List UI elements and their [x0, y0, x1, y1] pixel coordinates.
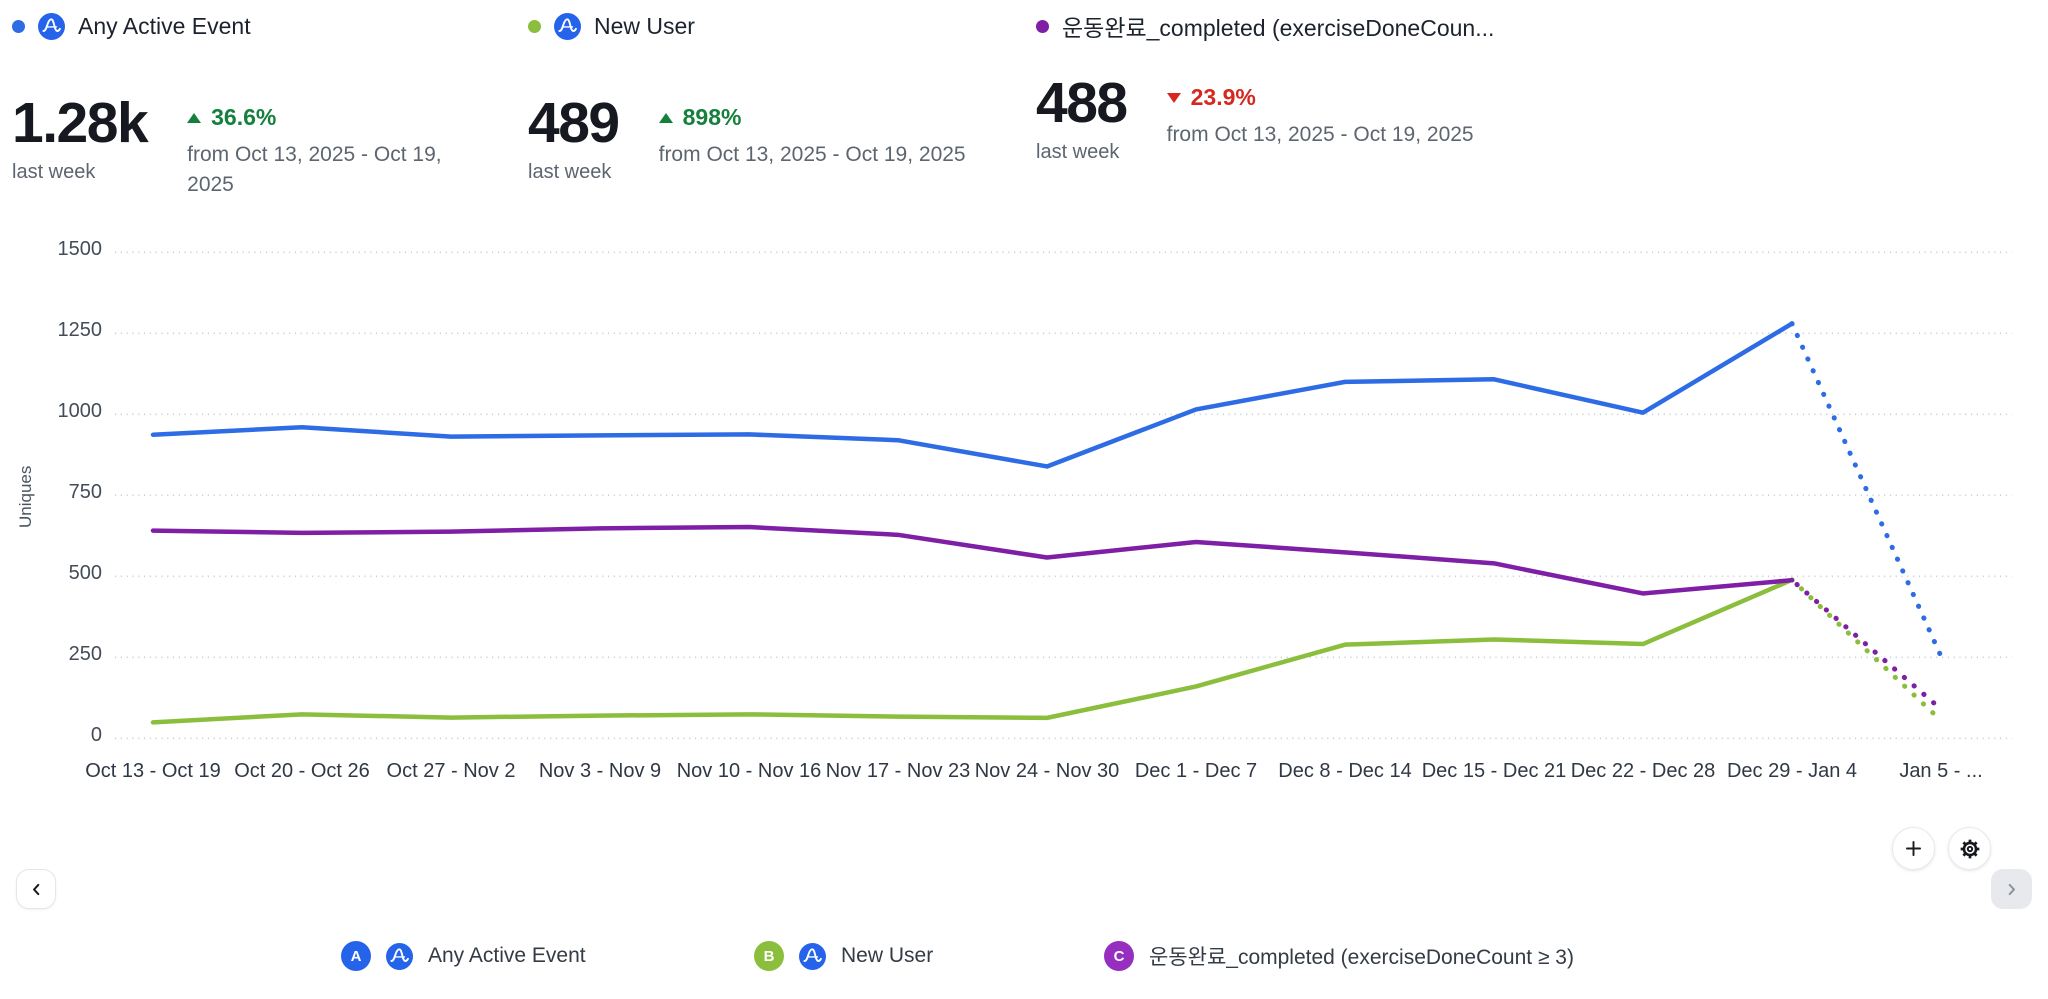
metric-header[interactable]: New User: [528, 8, 966, 44]
series-line-B[interactable]: [150, 577, 1795, 725]
metric-label: New User: [594, 12, 695, 39]
y-axis-tick: 1000: [57, 400, 103, 423]
amplitude-event-icon: [554, 12, 581, 40]
amplitude-event-icon: [38, 12, 65, 40]
metric-caption: last week: [1036, 140, 1120, 163]
metric-value: 488: [1036, 71, 1128, 135]
series-partial-segment-C[interactable]: [1789, 577, 1944, 712]
legend-item-any-active-event[interactable]: A Any Active Event: [341, 941, 586, 971]
series-badge: A: [341, 941, 371, 971]
series-color-dot: [528, 19, 541, 33]
metric-delta: 36.6%: [187, 104, 449, 131]
x-axis-label: Nov 10 - Nov 16: [676, 760, 822, 782]
delta-value: 898%: [682, 104, 742, 130]
y-axis-tick: 0: [90, 724, 102, 747]
x-axis-label: Jan 5 - ...: [1899, 760, 1983, 782]
x-axis-label: Nov 17 - Nov 23: [825, 760, 971, 782]
legend-label: 운동완료_completed (exerciseDoneCount ≥ 3): [1149, 946, 1574, 969]
legend-item-new-user[interactable]: B New User: [754, 941, 933, 971]
metric-new-user: New User 489 last week 898% from Oct 13,…: [528, 8, 966, 184]
series-partial-segment-B[interactable]: [1789, 577, 1944, 723]
x-axis-label: Oct 20 - Oct 26: [234, 760, 370, 782]
legend-item-exercise-completed[interactable]: C 운동완료_completed (exerciseDoneCount ≥ 3): [1104, 941, 1574, 971]
delta-value: 36.6%: [211, 104, 277, 130]
x-axis-label: Dec 29 - Jan 4: [1726, 760, 1858, 782]
metric-header[interactable]: Any Active Event: [12, 8, 449, 44]
legend-label: Any Active Event: [428, 944, 586, 967]
series-badge: B: [754, 941, 784, 971]
plus-icon: [1905, 840, 1922, 857]
x-axis-label: Dec 15 - Dec 21: [1421, 760, 1567, 782]
metric-any-active-event: Any Active Event 1.28k last week 36.6% f…: [12, 8, 449, 200]
add-annotation-button[interactable]: [1892, 827, 1935, 870]
comparison-range: from Oct 13, 2025 - Oct 19, 2025: [187, 143, 442, 196]
y-axis-tick: 500: [68, 562, 102, 585]
prev-page-button[interactable]: [16, 869, 56, 909]
metric-exercise-completed: 운동완료_completed (exerciseDoneCoun... 488 …: [1036, 8, 1494, 164]
x-axis-label: Dec 1 - Dec 7: [1134, 760, 1258, 782]
amplitude-event-icon: [799, 942, 826, 970]
metric-label: 운동완료_completed (exerciseDoneCoun...: [1062, 15, 1495, 41]
chevron-left-icon: [32, 883, 39, 895]
chevron-right-icon: [2008, 883, 2015, 895]
x-axis-label: Oct 13 - Oct 19: [85, 760, 221, 782]
amplitude-event-icon: [386, 942, 413, 970]
x-axis-label: Dec 22 - Dec 28: [1570, 760, 1716, 782]
metric-label: Any Active Event: [78, 12, 251, 39]
series-line-C[interactable]: [150, 524, 1795, 596]
y-axis-tick: 1250: [57, 319, 103, 342]
legend-label: New User: [841, 944, 934, 967]
metric-value: 489: [528, 91, 620, 155]
series-color-dot: [12, 19, 25, 33]
metric-caption: last week: [12, 160, 96, 183]
metric-header[interactable]: 운동완료_completed (exerciseDoneCoun...: [1036, 8, 1494, 44]
metric-caption: last week: [528, 160, 612, 183]
gear-icon: [1960, 839, 1979, 858]
metric-body: 1.28k last week 36.6% from Oct 13, 2025 …: [12, 91, 449, 200]
chart-settings-button[interactable]: [1948, 827, 1991, 870]
y-axis-tick: 250: [68, 643, 102, 666]
metric-body: 488 last week 23.9% from Oct 13, 2025 - …: [1036, 71, 1494, 164]
trend-up-icon: [187, 112, 202, 123]
metric-delta: 898%: [658, 104, 966, 131]
metric-value: 1.28k: [12, 91, 149, 155]
y-axis-tick: 1500: [57, 238, 103, 261]
series-badge: C: [1104, 941, 1134, 971]
comparison-range: from Oct 13, 2025 - Oct 19, 2025: [1166, 123, 1474, 146]
trend-up-icon: [658, 112, 673, 123]
trend-down-icon: [1166, 92, 1181, 103]
metric-delta: 23.9%: [1166, 84, 1474, 111]
series-line-A[interactable]: [150, 321, 1795, 469]
x-axis-label: Dec 8 - Dec 14: [1278, 760, 1412, 782]
next-page-button[interactable]: [1991, 869, 2032, 909]
series-color-dot: [1036, 19, 1049, 33]
metric-body: 489 last week 898% from Oct 13, 2025 - O…: [528, 91, 966, 184]
y-axis-tick: 750: [68, 481, 102, 504]
x-axis-label: Nov 3 - Nov 9: [538, 760, 662, 782]
series-partial-segment-A[interactable]: [1789, 321, 1944, 659]
comparison-range: from Oct 13, 2025 - Oct 19, 2025: [658, 143, 966, 166]
x-axis-label: Nov 24 - Nov 30: [974, 760, 1120, 782]
delta-value: 23.9%: [1190, 84, 1256, 110]
x-axis-label: Oct 27 - Nov 2: [386, 760, 516, 782]
